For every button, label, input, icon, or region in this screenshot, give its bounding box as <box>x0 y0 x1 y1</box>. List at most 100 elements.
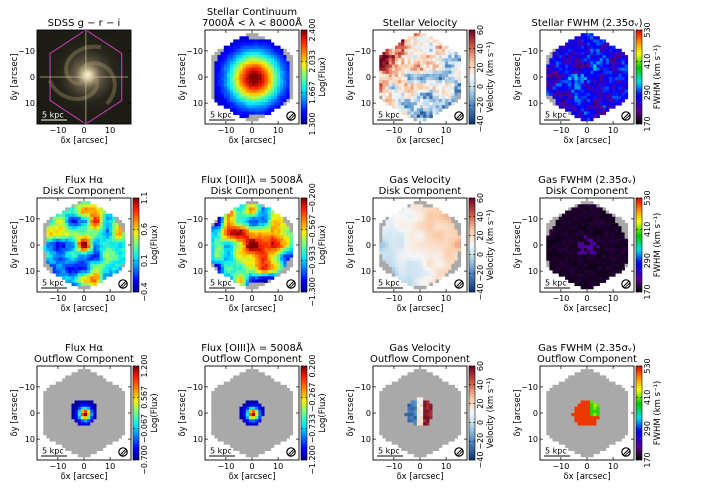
y-tick-label: −10 <box>521 383 538 392</box>
scalebar-label: 5 kpc <box>210 111 232 120</box>
pixel-grid <box>546 201 629 290</box>
colorbar-label: FWHM (km s⁻¹) <box>653 381 663 446</box>
x-tick-label: 10 <box>441 126 451 135</box>
y-tick-label: 10 <box>25 267 35 276</box>
x-tick-label: 0 <box>249 294 254 303</box>
x-tick-label: 10 <box>608 294 618 303</box>
y-tick-label: 0 <box>533 241 538 250</box>
colorbar-tick-label: 1.1 <box>140 192 149 205</box>
y-axis-label: δy [arcsec] <box>513 389 523 436</box>
y-tick-label: 0 <box>198 241 203 250</box>
colorbar-tick-label: 290 <box>643 85 652 100</box>
colorbar-tick-label: −0.200 <box>308 183 317 213</box>
panel-title: Disk Component <box>211 186 294 197</box>
scalebar-label: 5 kpc <box>378 111 400 120</box>
colorbar-tick-label: 60 <box>476 193 485 203</box>
colorbar-tick-label: 40 <box>476 44 485 54</box>
panel-title: Outflow Component <box>202 354 302 365</box>
panel-title: Gas Velocity <box>389 175 451 186</box>
panel-gas-fwhm-disk: Gas FWHM (2.35σᵥ)Disk Component 5 kpc −10 −… <box>513 175 663 314</box>
spiral-arm <box>47 75 100 102</box>
x-tick-label: 10 <box>273 462 283 471</box>
colorbar-tick-label: −20 <box>476 265 485 282</box>
colorbar: −1.200−0.733−0.267 0.200 Log(Flux) <box>300 355 328 475</box>
map-area <box>205 30 299 124</box>
y-axis-label: δy [arcsec] <box>346 53 356 100</box>
beam-size-icon <box>454 279 464 289</box>
colorbar-tick-label: 20 <box>476 231 485 241</box>
y-tick-label: 10 <box>361 435 371 444</box>
colorbar-tick-label: −1.300 <box>308 277 317 307</box>
map-area <box>37 198 131 292</box>
beam-size-icon <box>118 447 128 457</box>
x-axis-label: δx [arcsec] <box>228 136 275 146</box>
y-axis-label: δy [arcsec] <box>513 53 523 100</box>
y-tick-label: −10 <box>521 215 538 224</box>
y-axis-label: δy [arcsec] <box>10 389 20 436</box>
pixel-grid <box>43 201 126 290</box>
map-area <box>37 30 131 124</box>
panel-title: Disk Component <box>546 186 629 197</box>
x-tick-label: −10 <box>49 126 66 135</box>
colorbar-tick-label: 0 <box>476 252 485 257</box>
y-tick-label: 0 <box>30 241 35 250</box>
colorbar-tick-label: 2.400 <box>308 19 317 42</box>
x-tick-label: 10 <box>105 126 115 135</box>
colorbar-tick-label: 0.1 <box>140 254 149 267</box>
map-area <box>540 30 634 124</box>
colorbar-label: Velocity (km s⁻¹) <box>486 378 496 449</box>
scalebar-label: 5 kpc <box>42 447 64 456</box>
scalebar-label: 5 kpc <box>42 279 64 288</box>
colorbar: −1.300−0.933−0.567 −0.200 Log(Flux) <box>300 183 328 307</box>
y-axis-label: δy [arcsec] <box>178 389 188 436</box>
x-tick-label: 0 <box>81 294 86 303</box>
y-tick-label: 10 <box>25 99 35 108</box>
x-tick-label: 10 <box>608 126 618 135</box>
colorbar-label: Log(Flux) <box>318 393 328 432</box>
panel-title: Flux [OIII]λ = 5008Å <box>201 173 303 186</box>
colorbar-tick-label: −1.200 <box>308 445 317 475</box>
map-area <box>373 30 467 124</box>
colorbar-tick-label: −40 <box>476 116 485 133</box>
x-axis-label: δx [arcsec] <box>396 136 443 146</box>
y-tick-label: 0 <box>533 73 538 82</box>
colorbar-gradient <box>300 365 308 461</box>
beam-size-icon <box>286 447 296 457</box>
x-tick-label: 0 <box>249 462 254 471</box>
pixel-grid <box>546 369 629 458</box>
panel-title: Disk Component <box>43 186 126 197</box>
colorbar-tick-label: 530 <box>643 358 652 373</box>
y-tick-label: −10 <box>186 383 203 392</box>
colorbar-label: Velocity (km s⁻¹) <box>486 210 496 281</box>
x-tick-label: 10 <box>608 462 618 471</box>
colorbar-tick-label: −40 <box>476 452 485 469</box>
map-area <box>37 366 131 460</box>
x-tick-label: −10 <box>49 462 66 471</box>
scalebar-label: 5 kpc <box>378 279 400 288</box>
x-axis-label: δx [arcsec] <box>563 472 610 482</box>
colorbar-tick-label: −0.700 <box>140 445 149 475</box>
y-tick-label: −10 <box>354 215 371 224</box>
map-area <box>205 198 299 292</box>
scalebar-label: 5 kpc <box>545 279 567 288</box>
beam-size-icon <box>454 447 464 457</box>
beam-size-icon <box>454 111 464 121</box>
colorbar-label: Log(Flux) <box>150 225 160 264</box>
y-axis-label: δy [arcsec] <box>513 221 523 268</box>
panel-title: Stellar Velocity <box>383 18 458 29</box>
map-area <box>540 366 634 460</box>
colorbar-label: Log(Flux) <box>150 393 160 432</box>
colorbar-gradient <box>635 29 643 125</box>
x-axis-label: δx [arcsec] <box>396 472 443 482</box>
map-area <box>540 198 634 292</box>
pixel-grid <box>379 369 462 458</box>
map-area <box>373 366 467 460</box>
